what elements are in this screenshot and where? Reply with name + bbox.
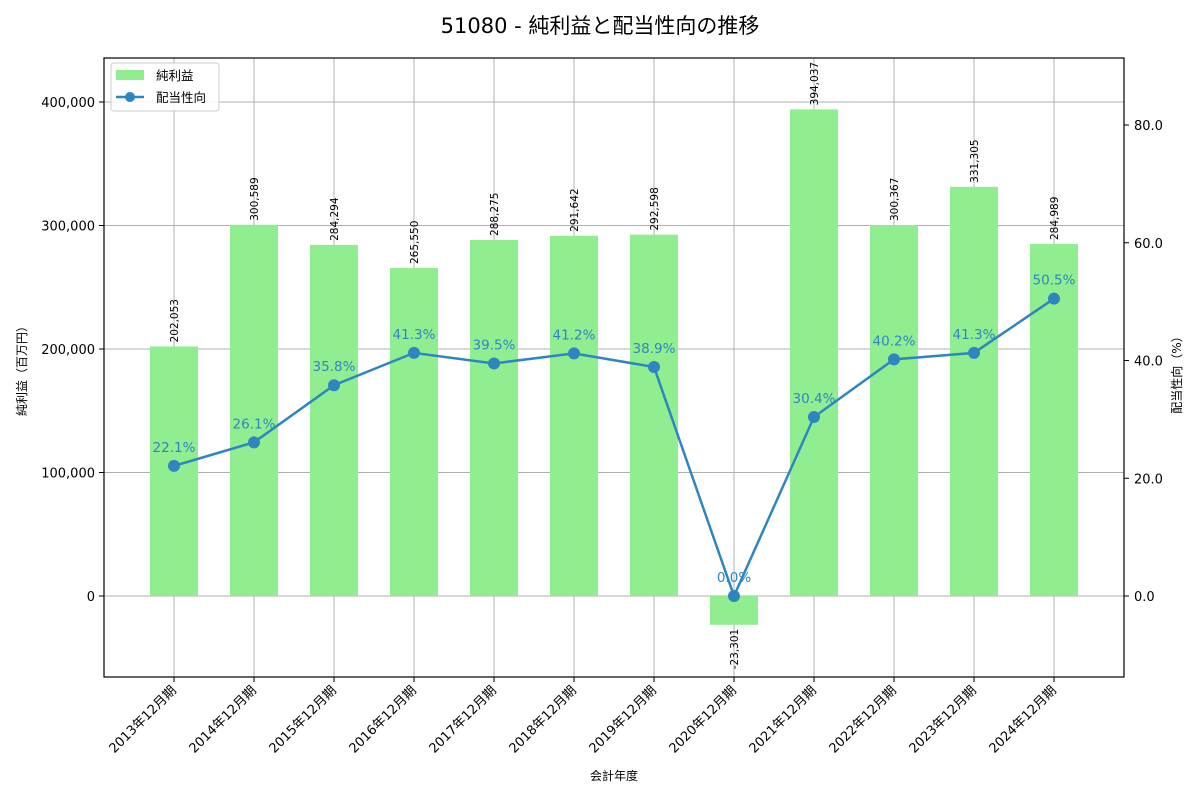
payout-ratio-line: 22.1% 26.1% 35.8% 41.3% 39.5% 41.2% 38.9% 0.0% 3… (153, 273, 1076, 602)
x-tick-label: 2019年12月期 (587, 683, 660, 756)
bar (390, 268, 438, 596)
left-axis-label: 純利益（百万円） (15, 320, 29, 416)
payout-value-label: 0.0% (717, 570, 751, 586)
left-tick-label: 200,000 (41, 343, 95, 358)
payout-marker (648, 360, 660, 373)
x-tick-label: 2013年12月期 (107, 683, 180, 756)
x-tick-label: 2016年12月期 (347, 683, 420, 756)
x-axis-ticks: 2013年12月期 2014年12月期 2015年12月期 2016年12月期 2017… (107, 677, 1060, 757)
x-tick-label: 2018年12月期 (507, 683, 580, 756)
payout-value-label: 39.5% (473, 337, 516, 353)
bar-value-label: 288,275 (489, 193, 501, 236)
x-tick-label: 2017年12月期 (427, 683, 500, 756)
x-tick-label: 2023年12月期 (907, 683, 980, 756)
payout-value-label: 41.2% (553, 327, 596, 343)
payout-marker (1048, 292, 1060, 305)
payout-value-label: 50.5% (1033, 273, 1076, 289)
payout-value-label: 41.3% (953, 327, 996, 343)
payout-value-label: 30.4% (793, 391, 836, 407)
bar (470, 239, 518, 596)
x-tick-label: 2022年12月期 (827, 683, 900, 756)
payout-marker (408, 346, 420, 359)
bar-value-label: 292,598 (649, 187, 661, 230)
legend-label-net-income: 純利益 (156, 68, 194, 83)
bar-value-label: 300,367 (889, 178, 901, 221)
bar (230, 224, 278, 596)
right-tick-label: 0.0 (1134, 590, 1155, 605)
right-axis-ticks: 0.0 20.0 40.0 60.0 80.0 (1124, 119, 1163, 605)
bar-value-label: 331,305 (969, 139, 981, 182)
legend-bar-swatch (116, 70, 144, 80)
net-income-bars: 202,053 300,589 284,294 265,550 288,275 291,6… (150, 62, 1078, 669)
bar-value-label: 265,550 (409, 221, 421, 264)
chart-title: 51080 - 純利益と配当性向の推移 (441, 14, 760, 38)
right-axis-label: 配当性向（%） (1169, 330, 1184, 413)
x-tick-label: 2024年12月期 (987, 683, 1060, 756)
payout-value-label: 22.1% (153, 440, 196, 456)
plot-frame (103, 57, 1125, 678)
legend: 純利益 配当性向 (110, 62, 220, 112)
payout-value-label: 38.9% (633, 341, 676, 357)
right-tick-label: 20.0 (1134, 472, 1163, 487)
left-tick-label: 300,000 (41, 220, 95, 235)
payout-value-label: 35.8% (313, 359, 356, 375)
bar (870, 225, 918, 596)
bar-value-label: 284,989 (1049, 197, 1061, 240)
payout-line-path (173, 297, 1055, 600)
payout-marker (328, 379, 340, 392)
payout-marker (168, 459, 180, 472)
right-tick-label: 40.0 (1134, 355, 1163, 370)
x-tick-label: 2014年12月期 (187, 683, 260, 756)
x-tick-label: 2021年12月期 (747, 683, 820, 756)
payout-marker (568, 347, 580, 360)
payout-marker (888, 353, 900, 366)
payout-marker (488, 357, 500, 370)
bar (550, 235, 598, 596)
payout-marker (968, 346, 980, 359)
bar-value-label: 284,294 (329, 197, 341, 241)
bar-value-label: 202,053 (169, 299, 181, 342)
bar-value-label: 394,037 (809, 62, 821, 105)
bar-value-label: 291,642 (569, 188, 581, 231)
left-axis-ticks: 0 100,000 200,000 300,000 400,000 (41, 96, 104, 605)
bar (790, 109, 838, 596)
payout-marker (728, 590, 740, 602)
right-tick-label: 60.0 (1134, 237, 1163, 252)
legend-marker-icon (125, 92, 135, 102)
left-tick-label: 0 (87, 590, 95, 605)
payout-value-label: 40.2% (873, 333, 916, 349)
payout-value-label: 41.3% (393, 327, 436, 343)
x-axis-label: 会計年度 (590, 768, 638, 783)
payout-value-label: 26.1% (233, 416, 276, 432)
bar-value-label: 300,589 (249, 177, 261, 220)
x-tick-label: 2020年12月期 (667, 683, 740, 756)
left-tick-label: 400,000 (41, 96, 95, 111)
right-tick-label: 80.0 (1134, 119, 1163, 134)
x-tick-label: 2015年12月期 (267, 683, 340, 756)
payout-marker (248, 436, 260, 449)
payout-marker (808, 411, 820, 424)
bar (310, 244, 358, 596)
bar-value-label: -23,301 (729, 629, 741, 670)
legend-label-payout-ratio: 配当性向 (156, 90, 206, 105)
left-tick-label: 100,000 (41, 467, 95, 482)
bar (950, 186, 998, 596)
